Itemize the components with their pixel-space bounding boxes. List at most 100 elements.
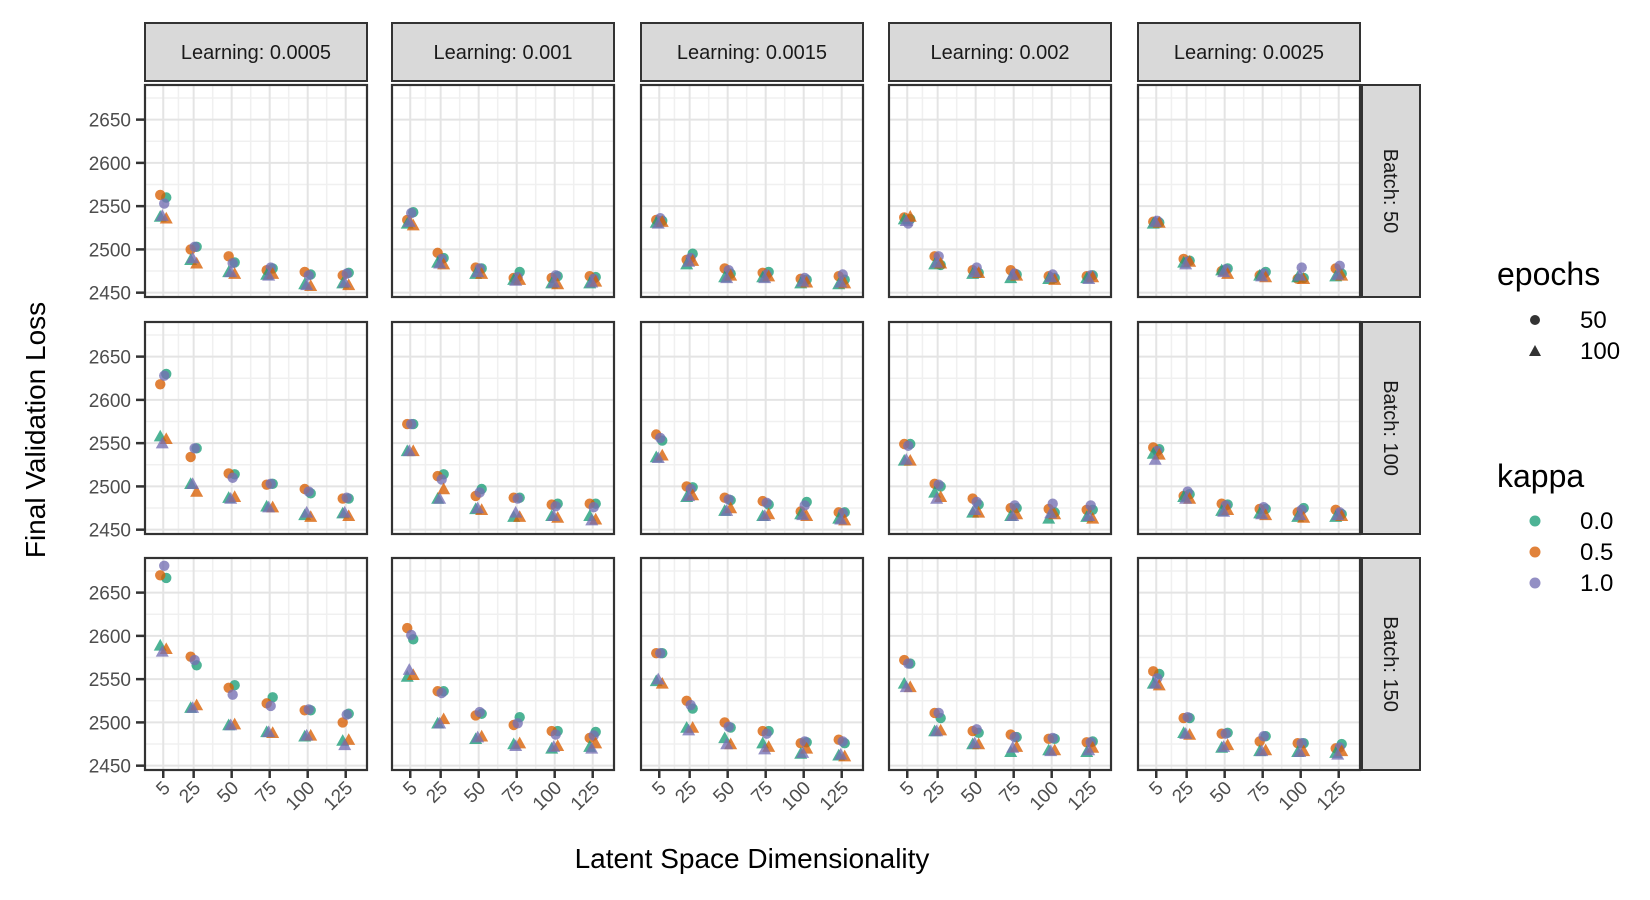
data-point [547, 509, 561, 522]
panel-points [400, 207, 603, 290]
x-tick-label: 75 [498, 778, 528, 808]
data-point [550, 501, 561, 512]
data-point [903, 440, 914, 451]
panel [641, 558, 863, 770]
data-point [159, 198, 170, 209]
data-point [437, 482, 451, 495]
data-point [406, 207, 417, 219]
x-tick-label: 5 [1145, 778, 1167, 800]
panel-points [1146, 442, 1349, 523]
data-point [834, 275, 848, 288]
legend-label: 0.0 [1580, 508, 1613, 535]
data-point [899, 680, 913, 693]
data-point [186, 477, 200, 490]
data-point [1217, 505, 1231, 517]
data-point [338, 505, 352, 518]
panel-border [390, 556, 616, 772]
data-point [436, 687, 447, 699]
strip-label: Learning: 0.001 [433, 42, 572, 64]
panel-points [897, 210, 1100, 285]
legend: epochs 50 100 kappa 0.0 0.5 1.0 [1497, 256, 1620, 597]
data-point [402, 215, 416, 227]
data-point [685, 699, 696, 711]
x-tick-label: 100 [1026, 778, 1063, 815]
data-point [903, 658, 914, 669]
data-point [224, 265, 238, 278]
data-point [303, 270, 314, 281]
strip-label: Learning: 0.0015 [677, 42, 827, 64]
panel [889, 322, 1111, 534]
y-tick-label: 2450 [89, 521, 131, 542]
data-point [651, 216, 665, 229]
data-point [1258, 731, 1269, 742]
strip-bg [1361, 321, 1421, 535]
panel-points [1146, 666, 1349, 760]
data-point [723, 494, 734, 505]
panel [889, 85, 1111, 297]
data-point [512, 493, 523, 504]
panel [145, 85, 367, 297]
data-point [341, 709, 352, 720]
data-point [186, 251, 200, 264]
data-point [1331, 268, 1345, 280]
data-point [682, 255, 696, 267]
legend-title: kappa [1497, 458, 1584, 494]
legend-key-circle [1530, 315, 1540, 325]
data-point [834, 747, 848, 760]
data-point [190, 485, 204, 497]
panel-border [639, 83, 865, 299]
data-point [1148, 453, 1162, 465]
data-point [155, 379, 166, 390]
strip-label: Batch: 50 [1379, 149, 1401, 234]
data-point [186, 701, 200, 713]
data-point [159, 370, 170, 381]
legend-label: 50 [1580, 307, 1607, 334]
panel [1138, 558, 1360, 770]
data-point [899, 453, 913, 465]
panel [392, 85, 614, 297]
panel [1138, 85, 1360, 297]
data-point [1047, 498, 1058, 509]
data-point [547, 740, 561, 752]
data-point [720, 271, 734, 284]
data-point [588, 730, 599, 741]
y-tick-label: 2600 [89, 391, 131, 412]
panel [641, 85, 863, 297]
data-point [155, 189, 166, 201]
data-point [1296, 262, 1307, 273]
data-point [341, 492, 352, 503]
strip-label: Batch: 100 [1379, 380, 1401, 476]
x-tick-label: 5 [896, 778, 918, 800]
facet-strip-row: Batch: 150 [1361, 557, 1421, 771]
data-point [341, 268, 352, 279]
panel-border [390, 320, 616, 536]
data-point [155, 570, 166, 581]
y-tick-label: 2450 [89, 284, 131, 305]
data-point [682, 723, 696, 736]
data-point [968, 736, 982, 749]
data-point [761, 497, 772, 509]
strip-bg [144, 22, 368, 82]
panel [1138, 322, 1360, 534]
facet-strip-col: Learning: 0.0005 [144, 22, 368, 82]
data-point [155, 209, 169, 221]
panel-border [887, 83, 1113, 299]
data-point [1217, 740, 1231, 752]
y-tick-label: 2600 [89, 627, 131, 648]
data-point [1009, 500, 1020, 511]
data-point [1293, 268, 1307, 281]
x-tick-label: 25 [175, 778, 205, 808]
data-point [550, 729, 561, 740]
x-tick-label: 100 [1275, 778, 1312, 815]
data-point [655, 647, 666, 659]
panel-border [390, 83, 616, 299]
data-point [227, 258, 238, 269]
data-point [1182, 712, 1193, 723]
strip-bg [391, 22, 615, 82]
x-tick-label: 5 [648, 778, 670, 800]
data-point [512, 718, 523, 729]
panel-points [400, 622, 603, 754]
data-point [189, 654, 200, 666]
panel-border [639, 556, 865, 772]
